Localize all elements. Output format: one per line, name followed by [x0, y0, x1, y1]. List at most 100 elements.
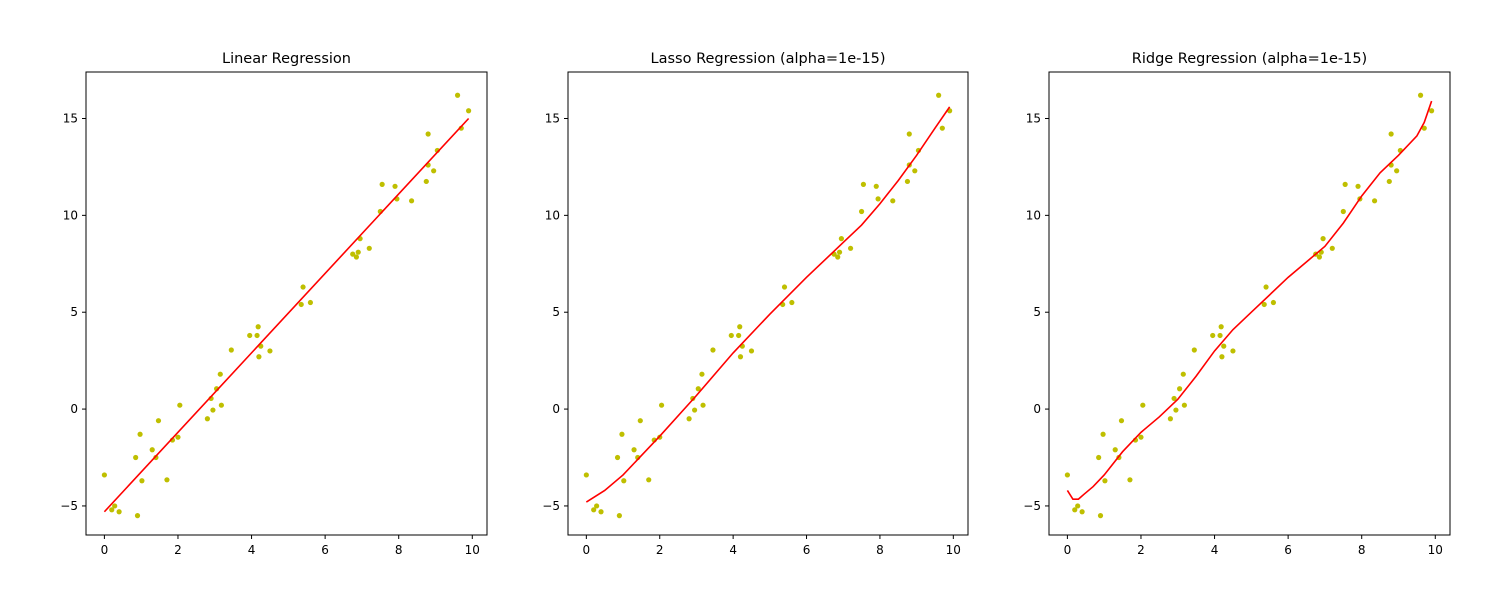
data-point	[686, 416, 692, 422]
data-point	[619, 431, 625, 437]
axes-frame	[567, 71, 969, 536]
data-point	[1429, 108, 1435, 114]
data-point	[177, 402, 183, 408]
data-point	[710, 347, 716, 353]
x-tick-label: 6	[321, 543, 329, 557]
chart-panel-3: Ridge Regression (alpha=1e-15) 0 2 4 6 8 10 −5 0…	[1023, 51, 1451, 557]
data-point	[695, 386, 701, 392]
data-point	[1219, 354, 1225, 360]
y-tick-label: 10	[63, 208, 78, 222]
data-point	[631, 447, 637, 453]
data-point	[858, 208, 865, 215]
data-points	[101, 92, 472, 519]
x-tick-label: 8	[1358, 543, 1366, 557]
data-point	[379, 181, 385, 187]
data-point	[906, 131, 912, 137]
data-point	[637, 418, 643, 424]
data-point	[728, 332, 734, 339]
data-point	[153, 454, 159, 461]
data-point	[1097, 513, 1104, 519]
data-point	[267, 348, 273, 354]
y-tick-label: 0	[552, 402, 560, 416]
y-tick-label: 5	[70, 305, 78, 319]
data-point	[890, 198, 896, 204]
data-point	[939, 125, 945, 131]
data-point	[1342, 181, 1348, 187]
data-point	[228, 347, 234, 353]
data-point	[1210, 332, 1216, 339]
data-point	[1075, 503, 1081, 509]
data-point	[912, 168, 918, 174]
axes-frame	[85, 71, 488, 536]
data-point	[1417, 92, 1424, 98]
data-point	[353, 254, 359, 260]
data-point	[134, 513, 141, 519]
data-point	[614, 454, 621, 461]
data-point	[1102, 478, 1108, 484]
data-point	[1340, 208, 1346, 215]
data-point	[1230, 348, 1236, 354]
y-tick-label: 10	[545, 208, 560, 222]
data-point	[1181, 402, 1187, 408]
y-tick-label: 10	[1026, 208, 1041, 222]
data-point	[210, 407, 216, 413]
x-tick-label: 4	[1211, 543, 1219, 557]
data-point	[692, 407, 698, 413]
x-tick-label: 8	[876, 543, 884, 557]
data-point	[1191, 347, 1197, 353]
data-point	[591, 507, 597, 513]
y-tick-label: 15	[63, 111, 78, 125]
data-point	[1421, 125, 1427, 131]
data-point	[298, 301, 304, 308]
data-point	[860, 181, 867, 187]
x-tick-label: 2	[1137, 543, 1145, 557]
data-point	[408, 198, 415, 204]
y-tick-label: −5	[1023, 499, 1041, 513]
data-point	[1320, 236, 1326, 242]
data-point	[847, 245, 854, 251]
data-point	[1173, 407, 1179, 413]
data-point	[466, 108, 472, 114]
data-point	[1394, 168, 1400, 174]
x-tick-label: 2	[174, 543, 182, 557]
data-point	[149, 447, 155, 453]
data-point	[904, 178, 911, 185]
y-tick-label: 15	[1026, 111, 1041, 125]
data-point	[1180, 371, 1186, 377]
data-point	[116, 509, 122, 515]
x-tick-label: 0	[583, 543, 591, 557]
data-point	[392, 183, 398, 189]
data-point	[781, 284, 788, 290]
data-point	[423, 178, 429, 185]
data-point	[1316, 254, 1322, 260]
data-point	[350, 251, 356, 257]
y-tick-label: 0	[70, 402, 78, 416]
data-point	[1118, 418, 1125, 424]
data-point	[1270, 299, 1277, 306]
chart-panel-1: Linear Regression 0 2 4 6 8 10 −5 0 5 10 15	[60, 51, 488, 557]
data-point	[366, 245, 372, 251]
data-point	[254, 332, 260, 339]
y-tick-label: 5	[552, 305, 560, 319]
data-point	[875, 196, 881, 202]
data-point	[300, 284, 306, 290]
chart-panel-2: Lasso Regression (alpha=1e-15) 0 2 4 6 8 10 −5 0…	[542, 51, 969, 557]
data-point	[1355, 183, 1361, 189]
data-point	[737, 324, 743, 330]
data-point	[699, 371, 705, 377]
data-point	[737, 354, 744, 360]
data-point	[1221, 343, 1227, 349]
y-tick-label: 0	[1033, 402, 1041, 416]
fit-line	[103, 117, 470, 513]
chart-title: Lasso Regression (alpha=1e-15)	[651, 51, 886, 67]
data-point	[736, 332, 742, 339]
data-point	[109, 507, 115, 513]
x-tick-label: 0	[1064, 543, 1072, 557]
y-tick-label: −5	[542, 499, 560, 513]
y-tick-label: −5	[60, 499, 78, 513]
x-tick-label: 6	[1284, 543, 1292, 557]
x-tick-label: 10	[946, 543, 961, 557]
data-point	[1371, 198, 1378, 204]
data-point	[1261, 301, 1267, 308]
data-point	[1171, 395, 1177, 402]
